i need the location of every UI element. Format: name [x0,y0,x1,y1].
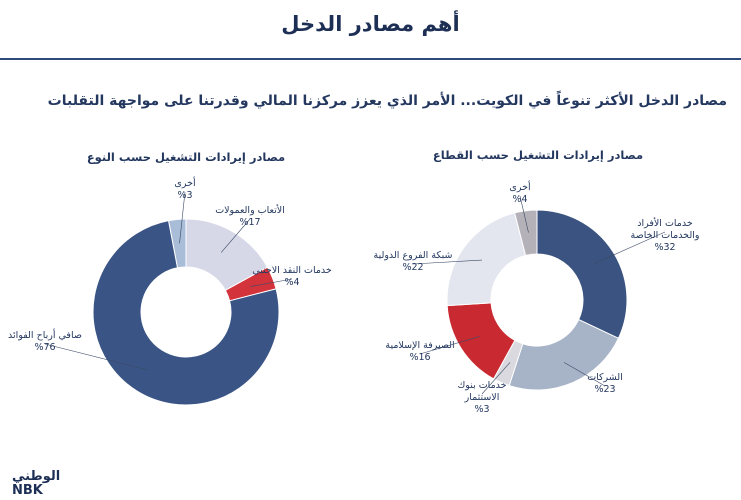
data-label: أخرى %3 [145,178,225,202]
data-label: الأتعاب والعمولات %17 [210,205,290,229]
leader-line [179,191,186,244]
value-label: %22 [402,261,424,273]
value-label: %4 [284,276,300,288]
category-label: خدمات بنوك الاستثمار [457,380,507,403]
category-label: أخرى [509,182,531,193]
value-label: %3 [474,403,490,415]
logo: الوطني NBK [12,470,60,497]
slide-subtitle: مصادر الدخل الأكثر تنوعاً في الكويت... ا… [47,93,727,109]
donut-segment [446,212,527,307]
category-label: خدمات النقد الاجنبي [252,265,332,276]
donut-segment [167,218,187,269]
data-label: الشركات %23 [565,372,645,396]
data-label: صافي أرباح الفوائد %76 [5,330,85,354]
value-label: %32 [654,241,676,253]
value-label: %4 [512,193,528,205]
chart-title: مصادر إيرادات التشغيل حسب النوع [86,150,286,164]
category-label: أخرى [174,178,196,189]
leader-line [594,231,666,264]
leader-line [419,336,480,355]
donut-segment [536,209,628,339]
value-label: %76 [34,341,56,353]
logo-latin: NBK [12,482,43,498]
leader-line [250,278,293,287]
chart-title: مصادر إيرادات التشغيل حسب القطاع [432,148,644,162]
category-label: صافي أرباح الفوائد [8,330,82,341]
value-label: %23 [594,383,616,395]
donut-segment [92,220,280,406]
data-label: شبكة الفروع الدولية %22 [373,250,453,274]
value-label: %17 [239,216,261,228]
leader-line [481,362,511,395]
category-label: شبكة الفروع الدولية [373,250,453,261]
data-label: الصيرفة الإسلامية %16 [380,340,460,364]
data-label: خدمات النقد الاجنبي %4 [252,265,332,289]
leader-line [519,195,529,233]
data-label: خدمات بنوك الاستثمار %3 [442,380,522,416]
value-label: %16 [409,351,431,363]
data-label: خدمات الأفراد والخدمات الخاصة %32 [625,218,705,254]
category-label: الصيرفة الإسلامية [385,340,455,351]
donut-segment [514,209,538,257]
category-label: خدمات الأفراد والخدمات الخاصة [630,218,700,241]
category-label: الأتعاب والعمولات [215,205,285,216]
value-label: %3 [177,189,193,201]
slide-title: أهم مصادر الدخل [281,12,460,36]
title-rule [0,58,741,60]
logo-arabic: الوطني [12,469,61,484]
leader-line [44,343,150,371]
donut-segment [508,318,620,391]
category-label: الشركات [587,372,623,383]
leader-line [220,218,251,253]
leader-line [563,362,606,387]
leader-line [412,259,483,265]
data-label: أخرى %4 [480,182,560,206]
